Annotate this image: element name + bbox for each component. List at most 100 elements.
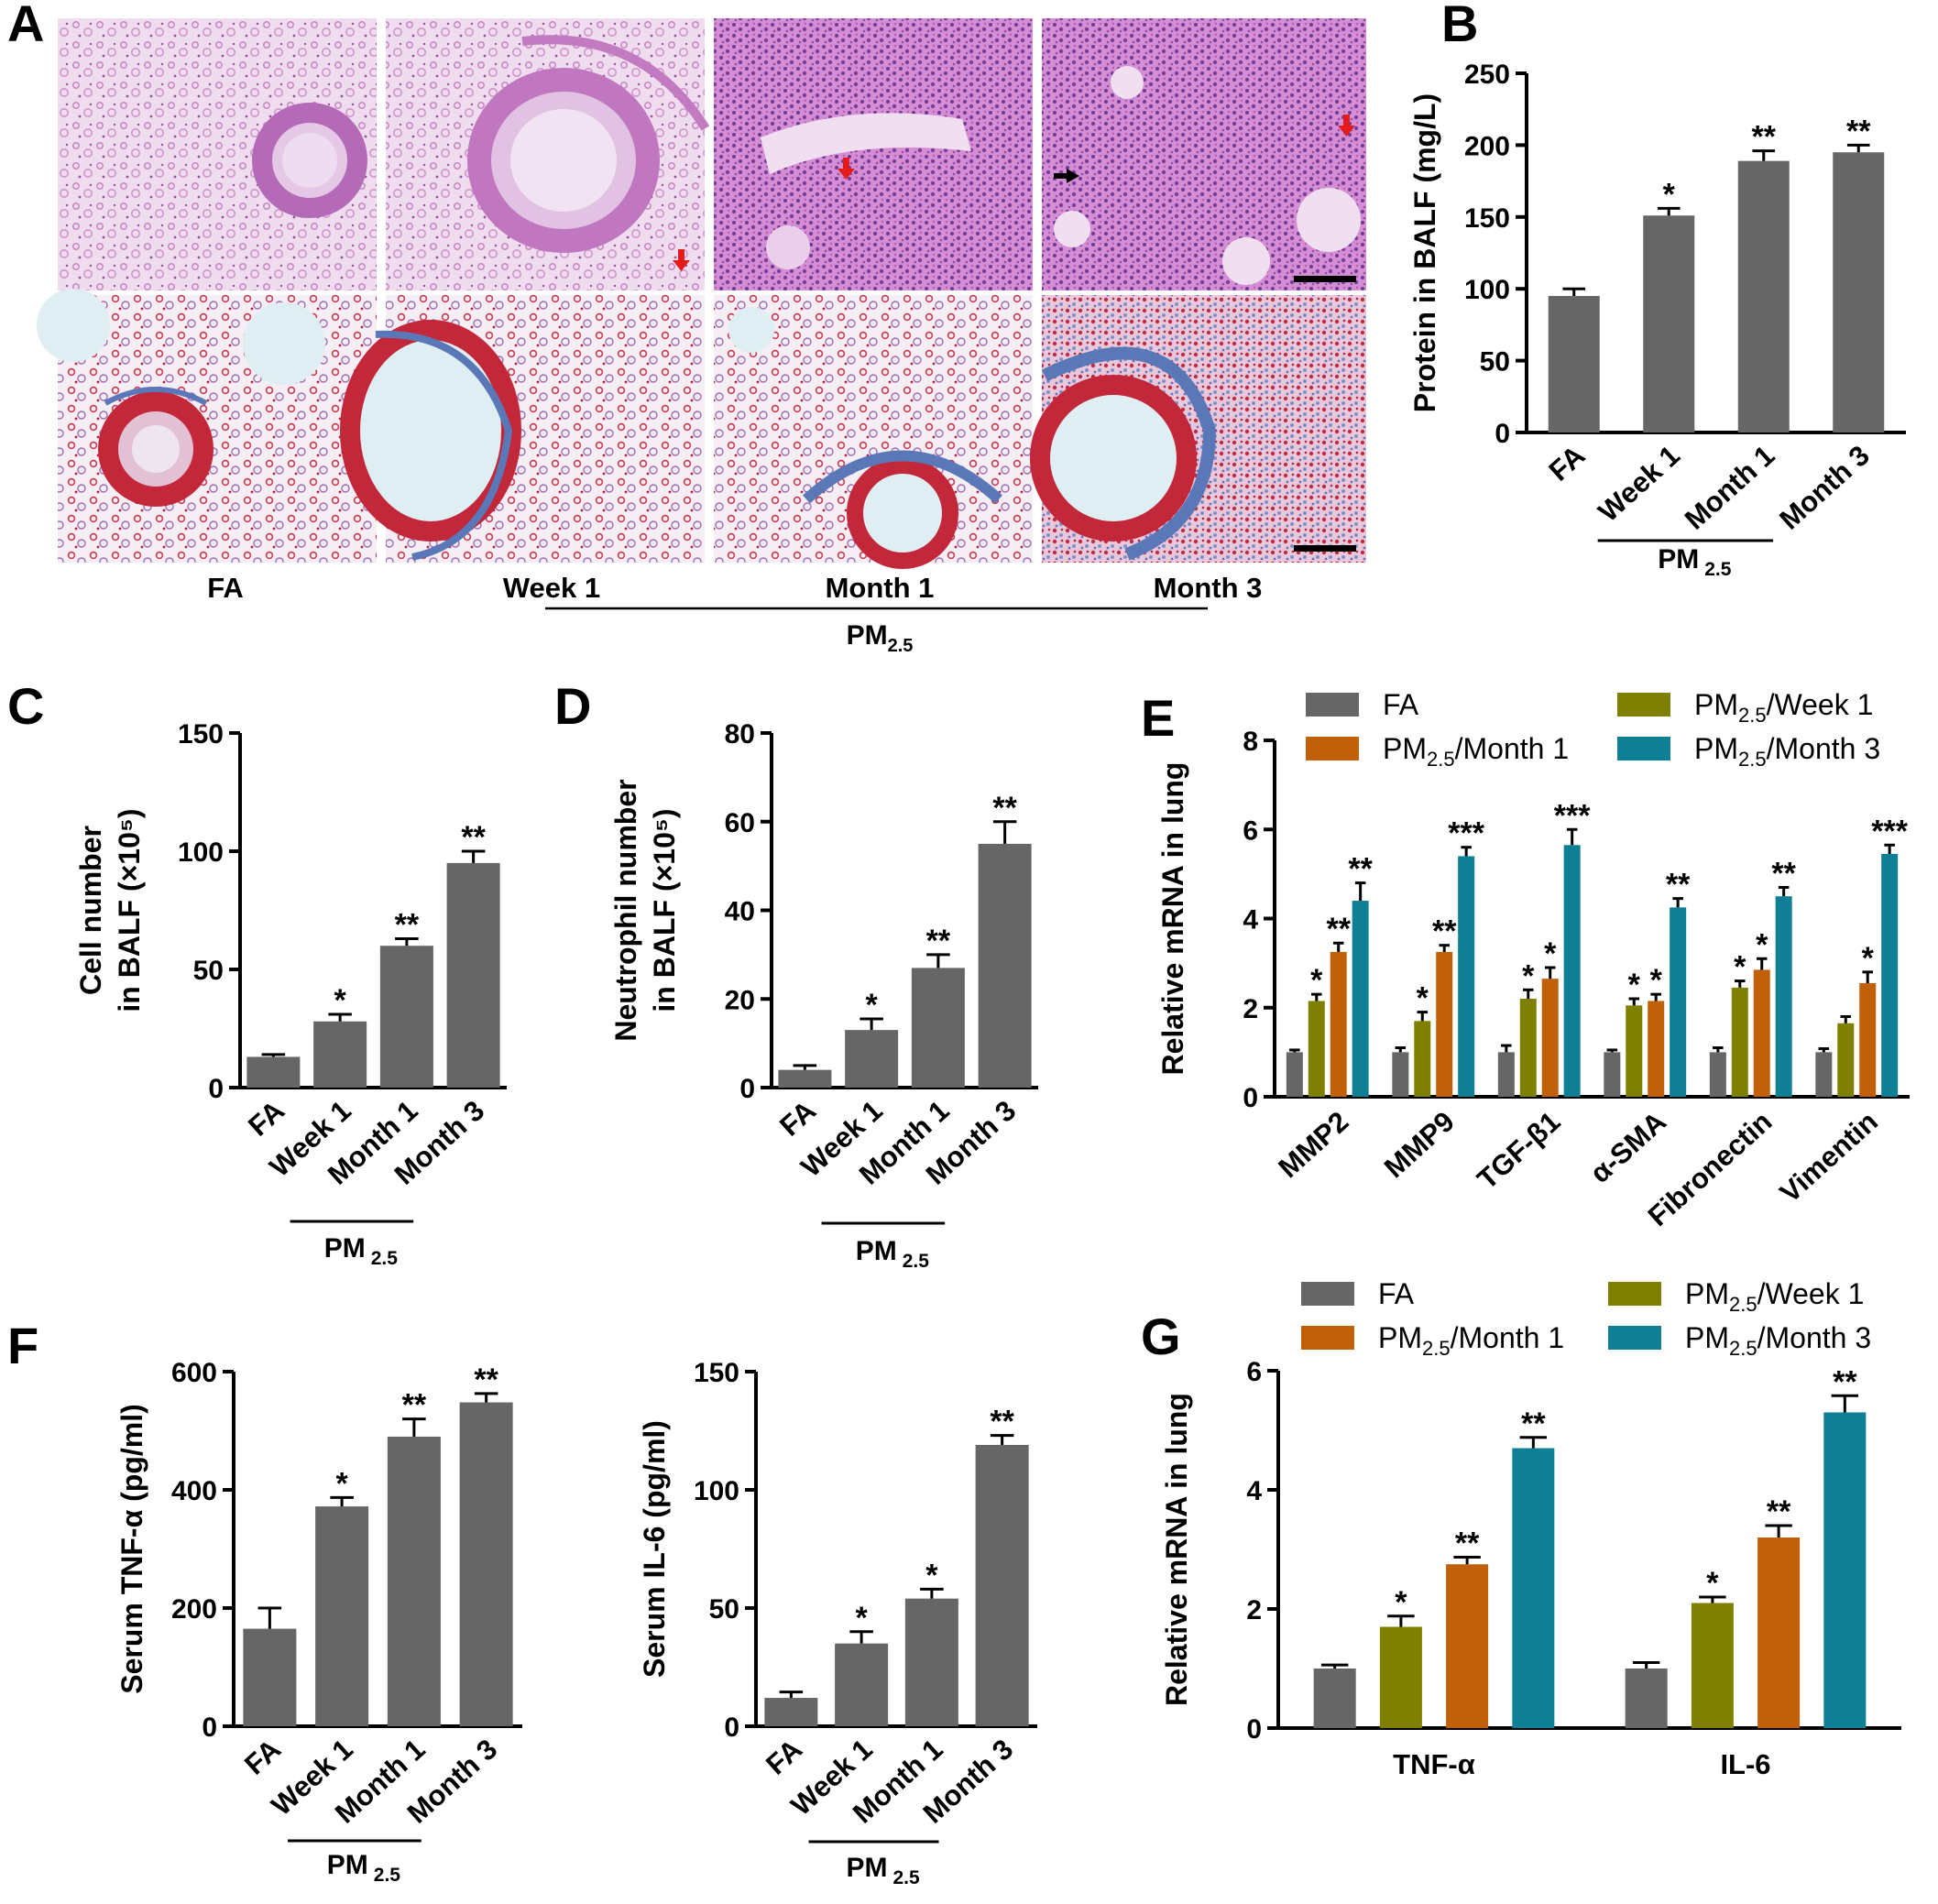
- significance-label: *: [866, 988, 879, 1023]
- bar: [1626, 1005, 1643, 1097]
- bar: [1775, 896, 1792, 1097]
- bar: [1815, 1052, 1833, 1097]
- y-axis-title: in BALF (×10⁵): [648, 808, 681, 1012]
- x-tick-label: TGF-β1: [1471, 1105, 1566, 1196]
- x-tick-label: Week 1: [1593, 439, 1686, 528]
- y-tick-label: 0: [1243, 1083, 1258, 1113]
- legend-label: PM2.5/Month 1: [1383, 732, 1569, 771]
- y-tick-label: 150: [694, 1358, 739, 1388]
- bar: [1823, 1412, 1867, 1728]
- red-arrow-icon: [838, 158, 855, 180]
- bar: [1330, 951, 1347, 1097]
- y-axis-title: Protein in BALF (mg/L): [1408, 93, 1441, 412]
- significance-label: **: [992, 791, 1017, 826]
- legend-swatch: [1306, 737, 1359, 761]
- x-tick-label: FA: [242, 1094, 290, 1143]
- bar: [1625, 1669, 1668, 1728]
- legend-label: FA: [1383, 688, 1419, 721]
- x-tick-label: Vimentin: [1774, 1105, 1884, 1209]
- bar: [978, 843, 1032, 1088]
- y-tick-label: 40: [725, 897, 755, 927]
- masson-image-week1: [340, 295, 705, 563]
- chart-d: 0 20 40 60 80 Neutrophil number in BALF (×10⁵)…: [609, 719, 1038, 1272]
- histology-label-fa: FA: [207, 572, 244, 604]
- significance-label: *: [1650, 963, 1663, 998]
- x-tick-label: MMP2: [1272, 1105, 1354, 1184]
- legend-swatch: [1608, 1282, 1661, 1306]
- significance-label: **: [395, 907, 420, 942]
- bar: [1691, 1603, 1734, 1728]
- bar: [1541, 979, 1559, 1097]
- significance-label: **: [1348, 852, 1373, 887]
- bar: [1643, 215, 1695, 432]
- significance-label: **: [461, 820, 486, 855]
- y-tick-label: 0: [1495, 419, 1510, 449]
- y-tick-label: 0: [724, 1713, 739, 1743]
- bar: [243, 1628, 297, 1726]
- legend-label: FA: [1378, 1277, 1415, 1310]
- bar: [778, 1069, 832, 1088]
- y-tick-label: 100: [694, 1476, 739, 1506]
- y-tick-label: 100: [1464, 275, 1510, 305]
- bar: [1737, 160, 1790, 432]
- x-tick-label: FA: [1543, 439, 1592, 487]
- significance-label: *: [856, 1601, 869, 1636]
- histology-label-month3: Month 3: [1154, 572, 1263, 604]
- bar: [1352, 901, 1369, 1097]
- legend-swatch: [1306, 693, 1359, 717]
- y-tick-label: 20: [725, 985, 755, 1015]
- panel-letter-c: C: [7, 677, 44, 735]
- bar: [1436, 951, 1453, 1097]
- histology-panel: FA Week 1 Month 1 Month 3 PM2.5: [37, 18, 1366, 656]
- y-tick-label: 50: [193, 956, 224, 986]
- y-tick-label: 0: [739, 1074, 755, 1104]
- x-tick-label: FA: [760, 1733, 808, 1781]
- significance-label: *: [1395, 1585, 1407, 1620]
- y-tick-label: 200: [171, 1594, 217, 1625]
- bar: [1286, 1052, 1303, 1097]
- significance-label: *: [1628, 968, 1641, 1002]
- bar: [1446, 1564, 1489, 1728]
- y-tick-label: 150: [178, 719, 224, 750]
- y-tick-label: 50: [709, 1594, 739, 1625]
- significance-label: ***: [1554, 798, 1591, 833]
- significance-label: *: [1862, 941, 1875, 976]
- bar: [1392, 1052, 1409, 1097]
- significance-label: **: [1521, 1406, 1546, 1441]
- y-axis-title: Relative mRNA in lung: [1156, 762, 1189, 1076]
- bar: [1313, 1669, 1356, 1728]
- y-tick-label: 80: [725, 719, 755, 750]
- bar: [835, 1643, 889, 1726]
- significance-label: **: [1767, 1494, 1791, 1529]
- significance-label: *: [925, 1558, 938, 1592]
- legend-label: PM2.5/Week 1: [1685, 1277, 1864, 1316]
- significance-label: **: [1752, 120, 1777, 155]
- legend-label: PM2.5/Month 1: [1378, 1321, 1564, 1360]
- significance-label: **: [1666, 868, 1691, 903]
- he-image-month3: [1042, 18, 1366, 290]
- legend-swatch: [1301, 1282, 1354, 1306]
- significance-label: *: [334, 983, 347, 1018]
- y-tick-label: 2: [1243, 994, 1258, 1024]
- bar: [845, 1030, 899, 1088]
- significance-label: ***: [1871, 814, 1908, 848]
- y-tick-label: 0: [202, 1713, 217, 1743]
- significance-label: *: [1522, 958, 1535, 993]
- y-tick-label: 60: [725, 808, 755, 838]
- y-tick-label: 100: [178, 837, 224, 868]
- significance-label: **: [402, 1388, 427, 1423]
- y-tick-label: 400: [171, 1476, 217, 1506]
- legend-label: PM2.5/Week 1: [1694, 688, 1873, 727]
- y-axis-title: Serum TNF-α (pg/ml): [115, 1404, 148, 1694]
- significance-label: **: [990, 1405, 1014, 1439]
- bar: [1548, 296, 1600, 432]
- bar: [1512, 1448, 1555, 1728]
- significance-label: *: [1756, 927, 1768, 962]
- significance-label: *: [1544, 936, 1557, 971]
